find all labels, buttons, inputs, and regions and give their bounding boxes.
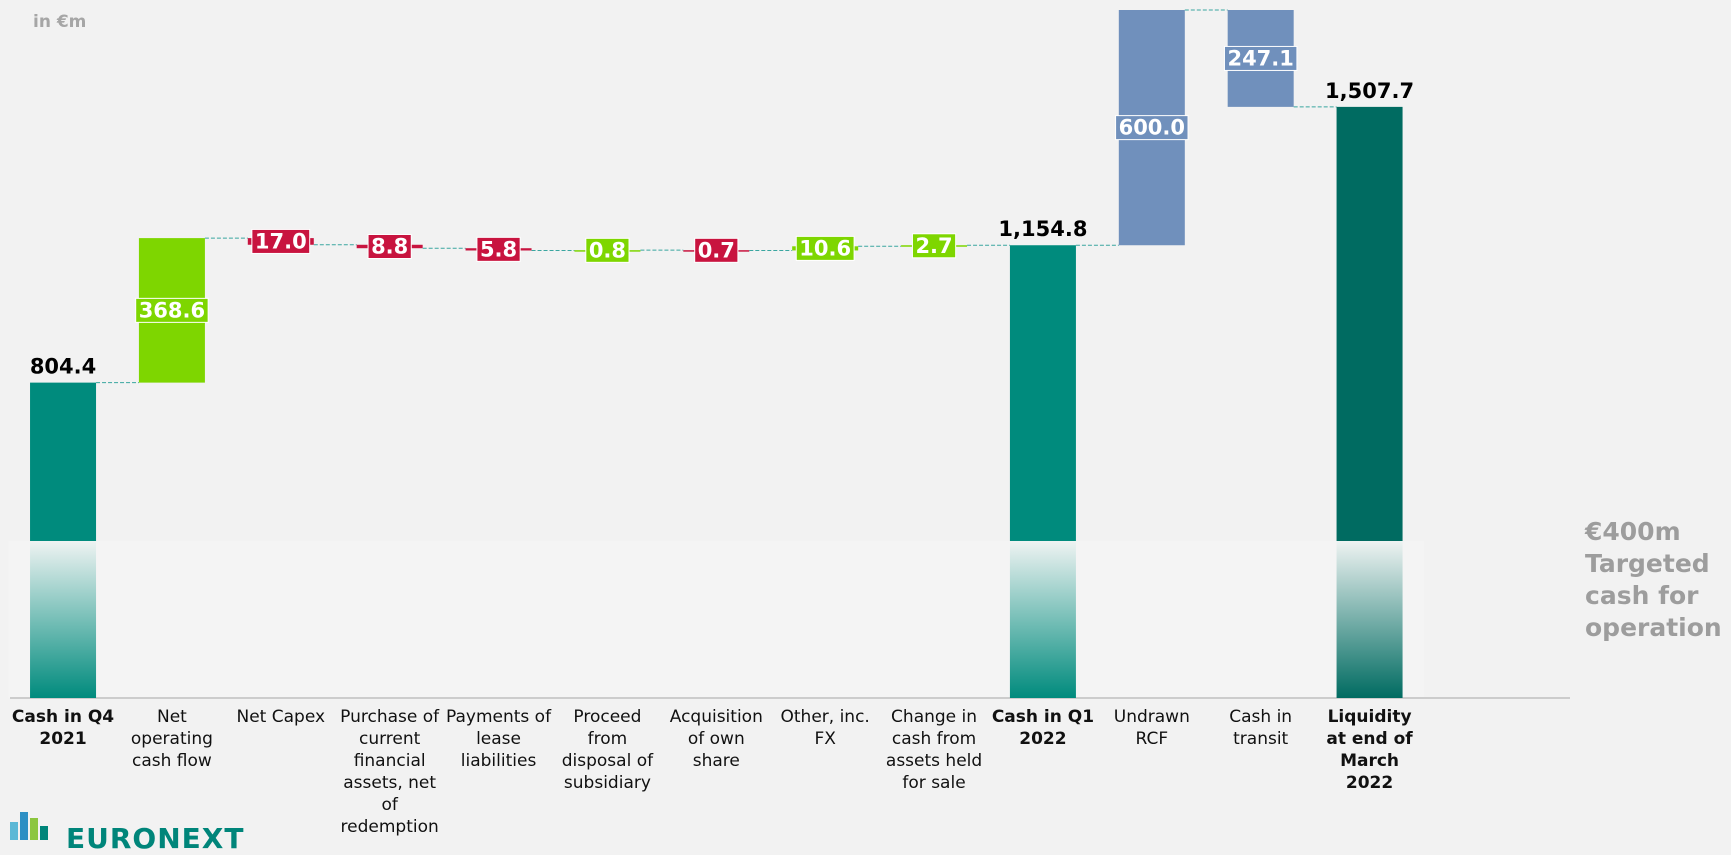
bar bbox=[30, 382, 97, 698]
x-tick-label: Net Capex bbox=[236, 707, 326, 727]
value-label: 368.6 bbox=[139, 298, 205, 322]
target-band bbox=[8, 541, 1425, 698]
value-label-bg bbox=[585, 237, 630, 263]
value-label-bg bbox=[135, 297, 209, 323]
value-label-bg bbox=[367, 233, 412, 259]
value-label: 0.7 bbox=[698, 238, 735, 262]
value-label-bg bbox=[694, 237, 739, 263]
value-label: 2.7 bbox=[915, 234, 952, 258]
logo-text: EURONEXT bbox=[66, 822, 245, 855]
x-tick-label: Purchase of current financial assets, ne… bbox=[340, 707, 440, 837]
x-tick-label: Cash in Q4 2021 bbox=[11, 707, 115, 749]
value-label-bg bbox=[1223, 45, 1298, 71]
logo-mark bbox=[10, 812, 48, 840]
value-label: 600.0 bbox=[1119, 116, 1185, 140]
value-label: 8.8 bbox=[371, 234, 408, 258]
x-tick-label: Payments of lease liabilities bbox=[445, 707, 552, 771]
value-label: 5.8 bbox=[480, 237, 517, 261]
value-label-bg bbox=[911, 233, 957, 259]
value-label-bg bbox=[795, 235, 855, 261]
value-label: 0.8 bbox=[589, 238, 626, 262]
x-tick-label: Net operating cash flow bbox=[130, 707, 213, 771]
value-label-bg bbox=[476, 236, 521, 262]
x-tick-label: Cash in transit bbox=[1229, 707, 1293, 749]
x-tick-label: Cash in Q1 2022 bbox=[991, 707, 1095, 749]
unit-label: in €m bbox=[33, 12, 87, 32]
value-label: 1,154.8 bbox=[998, 217, 1087, 241]
value-label: 10.6 bbox=[799, 236, 851, 260]
x-tick-label: Undrawn RCF bbox=[1113, 707, 1190, 749]
x-tick-label: Change in cash from assets held for sale bbox=[885, 707, 983, 793]
value-label-bg bbox=[251, 228, 311, 254]
x-tick-label: Other, inc. FX bbox=[780, 707, 870, 749]
bar bbox=[1009, 245, 1076, 698]
x-tick-label: Acquisition of own share bbox=[669, 707, 763, 771]
bar bbox=[1336, 106, 1403, 698]
x-tick-label: Liquidity at end of March 2022 bbox=[1326, 707, 1413, 793]
value-label-bg bbox=[1115, 115, 1189, 141]
x-tick-label: Proceed from disposal of subsidiary bbox=[561, 707, 654, 793]
value-label: 247.1 bbox=[1227, 46, 1293, 70]
value-label: 1,507.7 bbox=[1325, 79, 1414, 103]
annotation: €400m Targeted cash for operation bbox=[1585, 517, 1722, 642]
value-label: 17.0 bbox=[255, 229, 307, 253]
value-label: 804.4 bbox=[30, 355, 96, 379]
